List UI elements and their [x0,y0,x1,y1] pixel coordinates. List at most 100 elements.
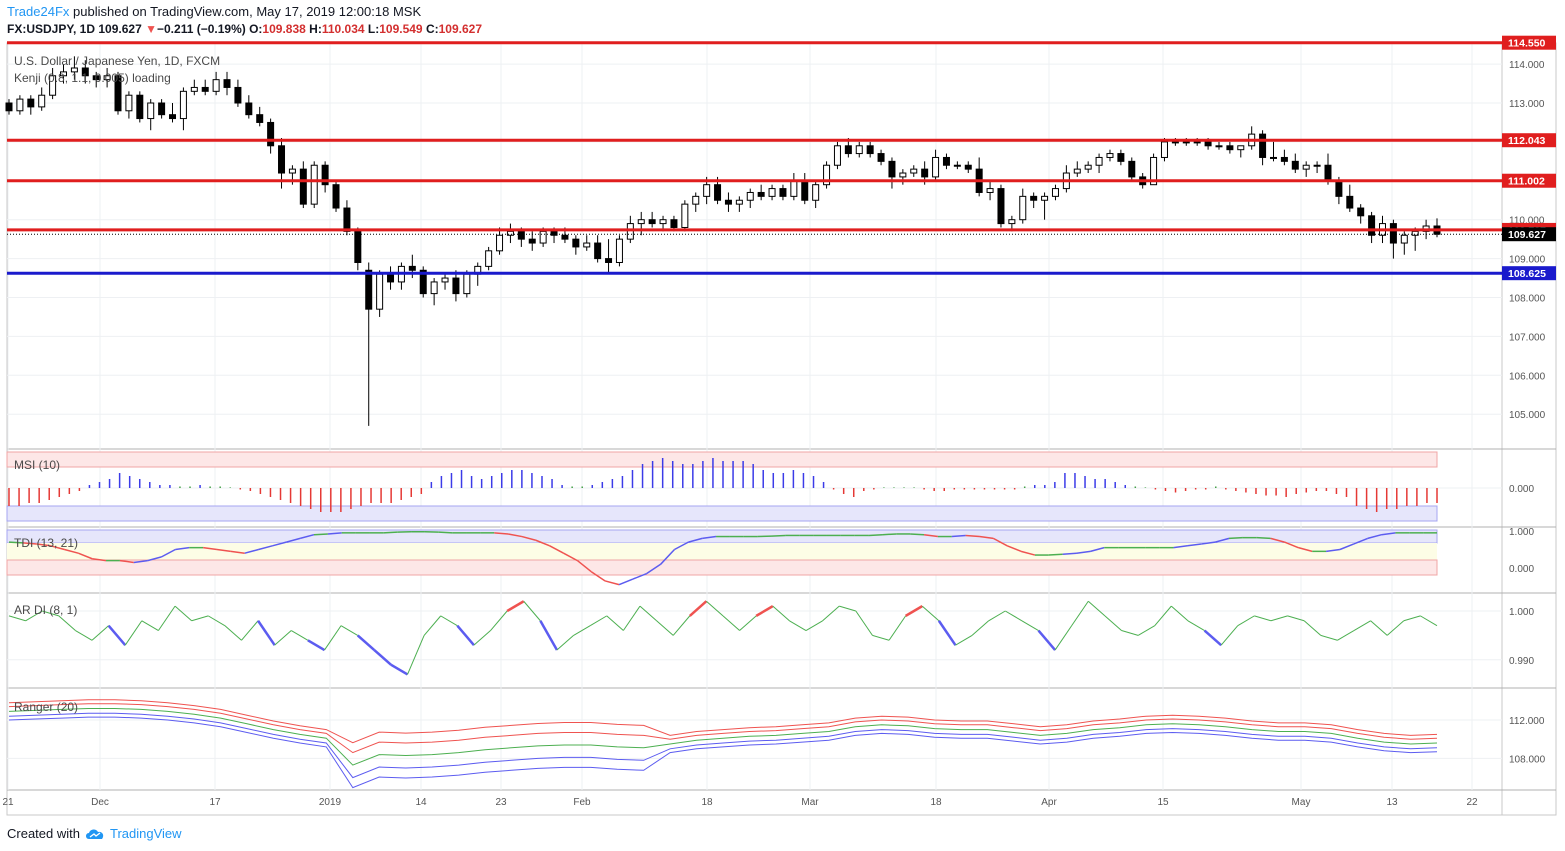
x-tick-label: Feb [573,797,591,808]
ardi-segment [356,634,376,651]
candle-body [615,238,623,263]
ardi-segment [1203,629,1222,647]
candle [256,106,264,127]
x-tick-label: 17 [209,797,221,808]
candle [1357,204,1365,224]
tdi-segment [272,541,287,547]
tdi-segment [1020,550,1036,556]
candle-body [5,102,13,112]
tdi-segment [1367,533,1382,540]
candle-body [670,219,678,228]
level-label-bg [1502,266,1556,281]
candle [1259,130,1267,166]
publisher-brand[interactable]: Trade24Fx [7,4,70,19]
ardi-segment [556,635,574,651]
last-price-label: 109.627 [1508,229,1546,241]
candle [681,200,689,232]
ardi-segment [805,620,823,631]
candle [866,141,874,158]
candle-body [953,164,961,167]
candle [1248,126,1256,150]
level-label: 114.550 [1508,38,1546,50]
tdi-segment [965,534,980,538]
candle [964,161,972,174]
y-tick-label: 108.000 [1509,294,1546,305]
x-tick-label: 18 [701,797,713,808]
close-value: 109.627 [438,22,483,36]
candle-body [1313,164,1321,167]
ardi-segment [722,615,740,631]
candle [910,165,918,177]
candle-body [1117,153,1125,162]
candle [888,157,896,189]
ardi-segment [373,649,392,666]
ardi-segment [440,615,458,627]
candle-body [136,94,144,120]
ardi-segment [490,610,508,631]
candle [1302,161,1310,177]
candle [1041,192,1049,220]
tdi-segment [383,531,398,534]
candle [5,99,13,115]
candle [70,56,78,80]
level-label-bg [1502,133,1556,148]
tdi-segment [230,550,245,554]
tdi-segment [507,533,523,538]
candle [899,169,907,185]
tdi-segment [1298,546,1313,553]
tdi-segment [674,541,689,551]
candle [779,184,787,201]
msi-lower-band [6,505,1438,522]
candle-body [1324,164,1332,182]
msi-upper-band [6,451,1438,468]
tradingview-cloud-icon[interactable] [84,827,106,841]
ardi-segment [174,605,192,622]
candle-body [637,219,645,225]
ardi-segment [1104,615,1122,631]
candle-body [419,269,427,295]
candle-body [866,145,874,155]
ardi-segment [921,605,940,622]
tdi-segment [175,546,190,551]
candle [823,161,831,189]
ardi-segment [8,615,26,622]
candle [801,173,809,205]
candle-body [267,121,275,147]
candle-body [190,86,198,92]
tradingview-link[interactable]: TradingView [109,826,182,841]
tdi-segment [8,541,23,544]
candle [1433,218,1441,238]
candle [1400,231,1408,255]
x-tick-label: May [1292,797,1311,808]
candle [267,118,275,154]
candle [997,184,1005,228]
tdi-segment [92,558,107,562]
candle [234,79,242,107]
ardi-segment [639,605,657,622]
candle [605,239,613,275]
candle-body [321,164,329,186]
ardi-segment [872,634,890,641]
tdi-segment [1256,536,1271,540]
tdi-segment [882,533,897,536]
candle-body [245,102,253,116]
low-label: L: [367,22,380,36]
candle-body [1302,164,1310,170]
tdi-segment [50,545,65,551]
tdi-title: TDI (13, 21) [14,536,78,550]
candle-body [1237,145,1245,151]
ardi-title: AR DI (8, 1) [14,603,77,617]
ardi-segment [307,639,326,652]
ardi-segment [622,605,641,631]
candle-body [1106,153,1114,158]
candle [223,71,231,96]
candle-body [441,277,449,283]
x-tick-label: Dec [91,797,109,808]
ardi-segment [241,620,259,641]
tdi-segment [1284,541,1299,549]
candle-body [376,273,384,310]
ardi-segment [91,625,109,641]
candle-body [430,281,438,295]
candle-body [114,75,122,112]
